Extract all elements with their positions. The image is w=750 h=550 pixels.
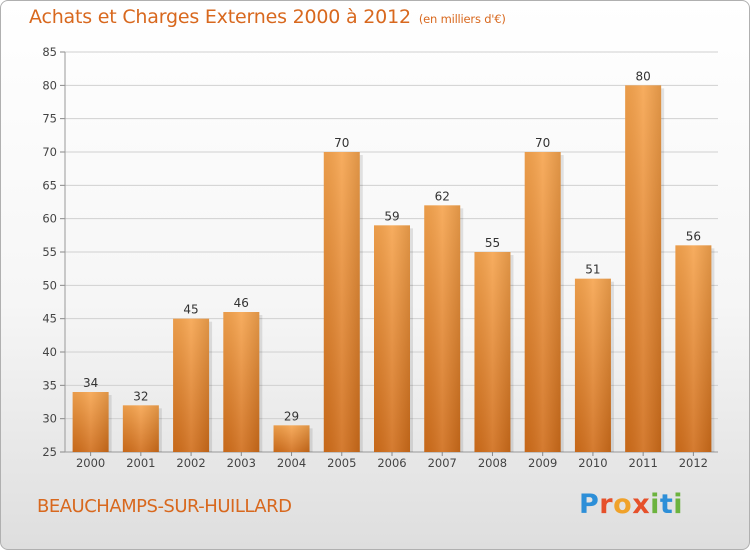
- bar-shade: [374, 225, 410, 452]
- y-tick-label: 40: [42, 345, 57, 359]
- bar-layer: [72, 85, 715, 452]
- bar-value-label: 51: [585, 263, 600, 277]
- chart-subtitle: (en milliers d'€): [418, 12, 506, 26]
- bar-shade: [273, 425, 310, 452]
- logo-letter: i: [650, 489, 660, 520]
- x-tick-label: 2000: [76, 456, 105, 470]
- x-tick-label: 2007: [428, 456, 457, 470]
- y-tick-label: 80: [42, 78, 57, 92]
- label-layer: 34 2000 32 2001 45 2002 46 2003 29 2004 70 2005 59 20…: [76, 69, 708, 470]
- bar-value-label: 59: [384, 209, 399, 223]
- bar-value-label: 70: [334, 136, 349, 150]
- logo-letter: t: [659, 489, 674, 520]
- bar-value-label: 80: [636, 69, 651, 83]
- bar-shade: [173, 318, 210, 452]
- logo-letter: i: [673, 489, 684, 520]
- bar-value-label: 62: [435, 189, 450, 203]
- x-tick-label: 2004: [277, 456, 306, 470]
- bar-shade: [424, 205, 461, 452]
- y-tick-label: 30: [42, 412, 57, 426]
- bar-value-label: 32: [133, 389, 148, 403]
- bar-value-label: 45: [183, 303, 198, 317]
- x-tick-label: 2002: [176, 456, 205, 470]
- logo-letter: r: [599, 489, 614, 520]
- bar-value-label: 29: [284, 409, 299, 423]
- bar-value-label: 70: [535, 136, 550, 150]
- bar-shade: [72, 392, 109, 452]
- y-tick-label: 70: [42, 145, 57, 159]
- proxiti-logo: Proxiti: [579, 489, 683, 520]
- y-tick-label: 75: [42, 112, 57, 126]
- logo-letter: o: [613, 489, 633, 520]
- y-tick-label: 50: [42, 278, 57, 292]
- y-tick-label: 25: [42, 445, 57, 459]
- chart-title: Achats et Charges Externes 2000 à 2012 (e…: [29, 6, 506, 28]
- bar-value-label: 46: [234, 296, 249, 310]
- y-tick-label: 55: [42, 245, 57, 259]
- bar-value-label: 55: [485, 236, 500, 250]
- bar-shade: [625, 85, 662, 452]
- bar-shade: [223, 312, 260, 452]
- x-tick-label: 2008: [478, 456, 507, 470]
- y-tick-label: 35: [42, 378, 57, 392]
- bar-shade: [675, 245, 712, 452]
- bar-value-label: 56: [686, 229, 701, 243]
- y-tick-label: 45: [42, 312, 57, 326]
- x-tick-label: 2006: [377, 456, 406, 470]
- x-tick-label: 2010: [578, 456, 607, 470]
- commune-name: BEAUCHAMPS-SUR-HUILLARD: [37, 496, 292, 517]
- bar-shade: [474, 252, 511, 452]
- bar-value-label: 34: [83, 376, 98, 390]
- bar-shade: [574, 278, 611, 452]
- bar-shade: [524, 152, 561, 452]
- bar-shade: [122, 405, 159, 452]
- x-tick-label: 2001: [126, 456, 155, 470]
- y-tick-label: 85: [42, 45, 57, 59]
- x-tick-label: 2011: [629, 456, 658, 470]
- bar-shade: [323, 152, 360, 452]
- logo-letter: x: [632, 489, 651, 520]
- x-tick-label: 2012: [679, 456, 708, 470]
- chart-title-text: Achats et Charges Externes 2000 à 2012: [29, 6, 411, 28]
- y-tick-label: 60: [42, 212, 57, 226]
- logo-letter: P: [579, 489, 600, 520]
- x-tick-label: 2005: [327, 456, 356, 470]
- x-tick-label: 2003: [227, 456, 256, 470]
- y-tick-label: 65: [42, 178, 57, 192]
- x-tick-label: 2009: [528, 456, 557, 470]
